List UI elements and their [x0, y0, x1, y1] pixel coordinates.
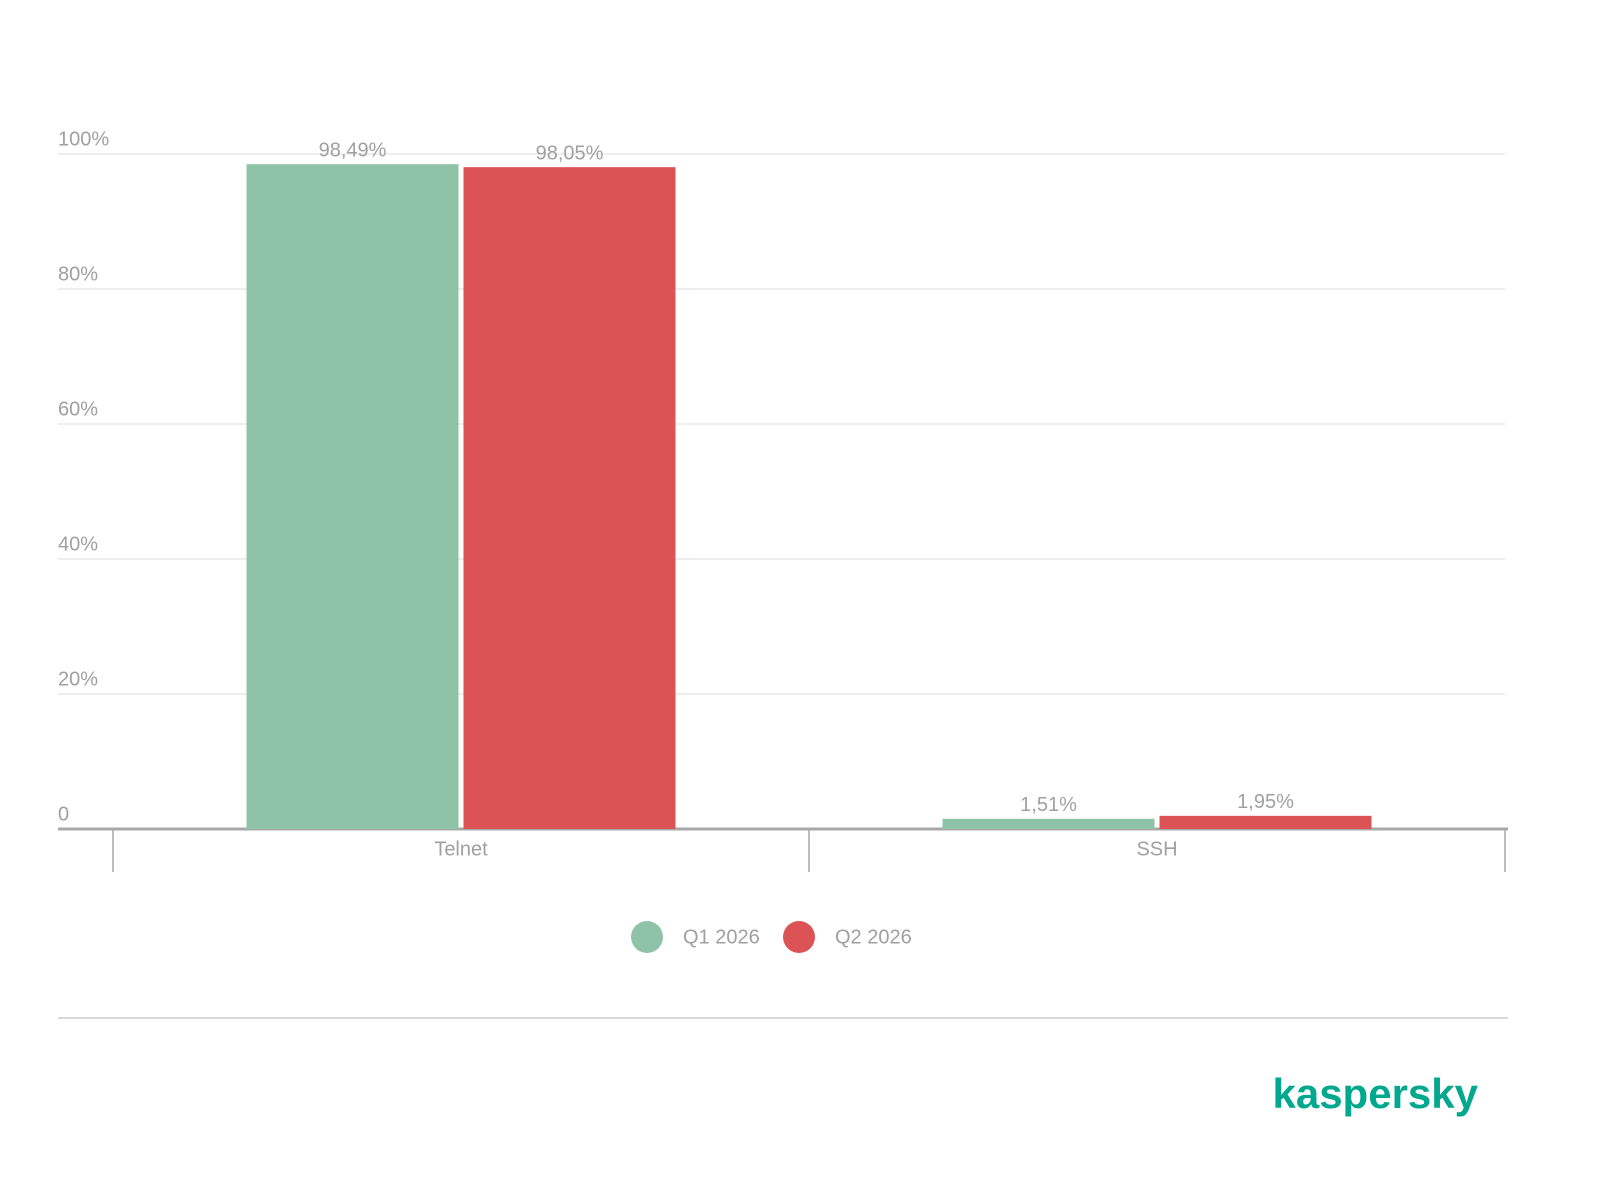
bar [463, 167, 676, 830]
y-tick-label: 100% [58, 128, 109, 150]
bar [1159, 815, 1372, 829]
y-tick-label: 40% [58, 533, 98, 555]
y-tick-label: 80% [58, 263, 98, 285]
value-label: 98,49% [319, 139, 387, 161]
y-tick-label: 60% [58, 398, 98, 420]
logo: kaspersky [1272, 1070, 1478, 1117]
y-tick-label: 0 [58, 803, 69, 825]
legend-swatch [631, 921, 663, 953]
legend-swatch [783, 921, 815, 953]
x-tick-label: Telnet [434, 838, 488, 860]
value-label: 98,05% [536, 142, 604, 164]
bar [942, 818, 1155, 829]
bar [246, 164, 459, 829]
value-label: 1,51% [1020, 794, 1077, 816]
legend-label: Q1 2026 [683, 926, 760, 948]
legend-label: Q2 2026 [835, 926, 912, 948]
value-label: 1,95% [1237, 791, 1294, 813]
y-tick-label: 20% [58, 668, 98, 690]
x-tick-label: SSH [1136, 838, 1177, 860]
